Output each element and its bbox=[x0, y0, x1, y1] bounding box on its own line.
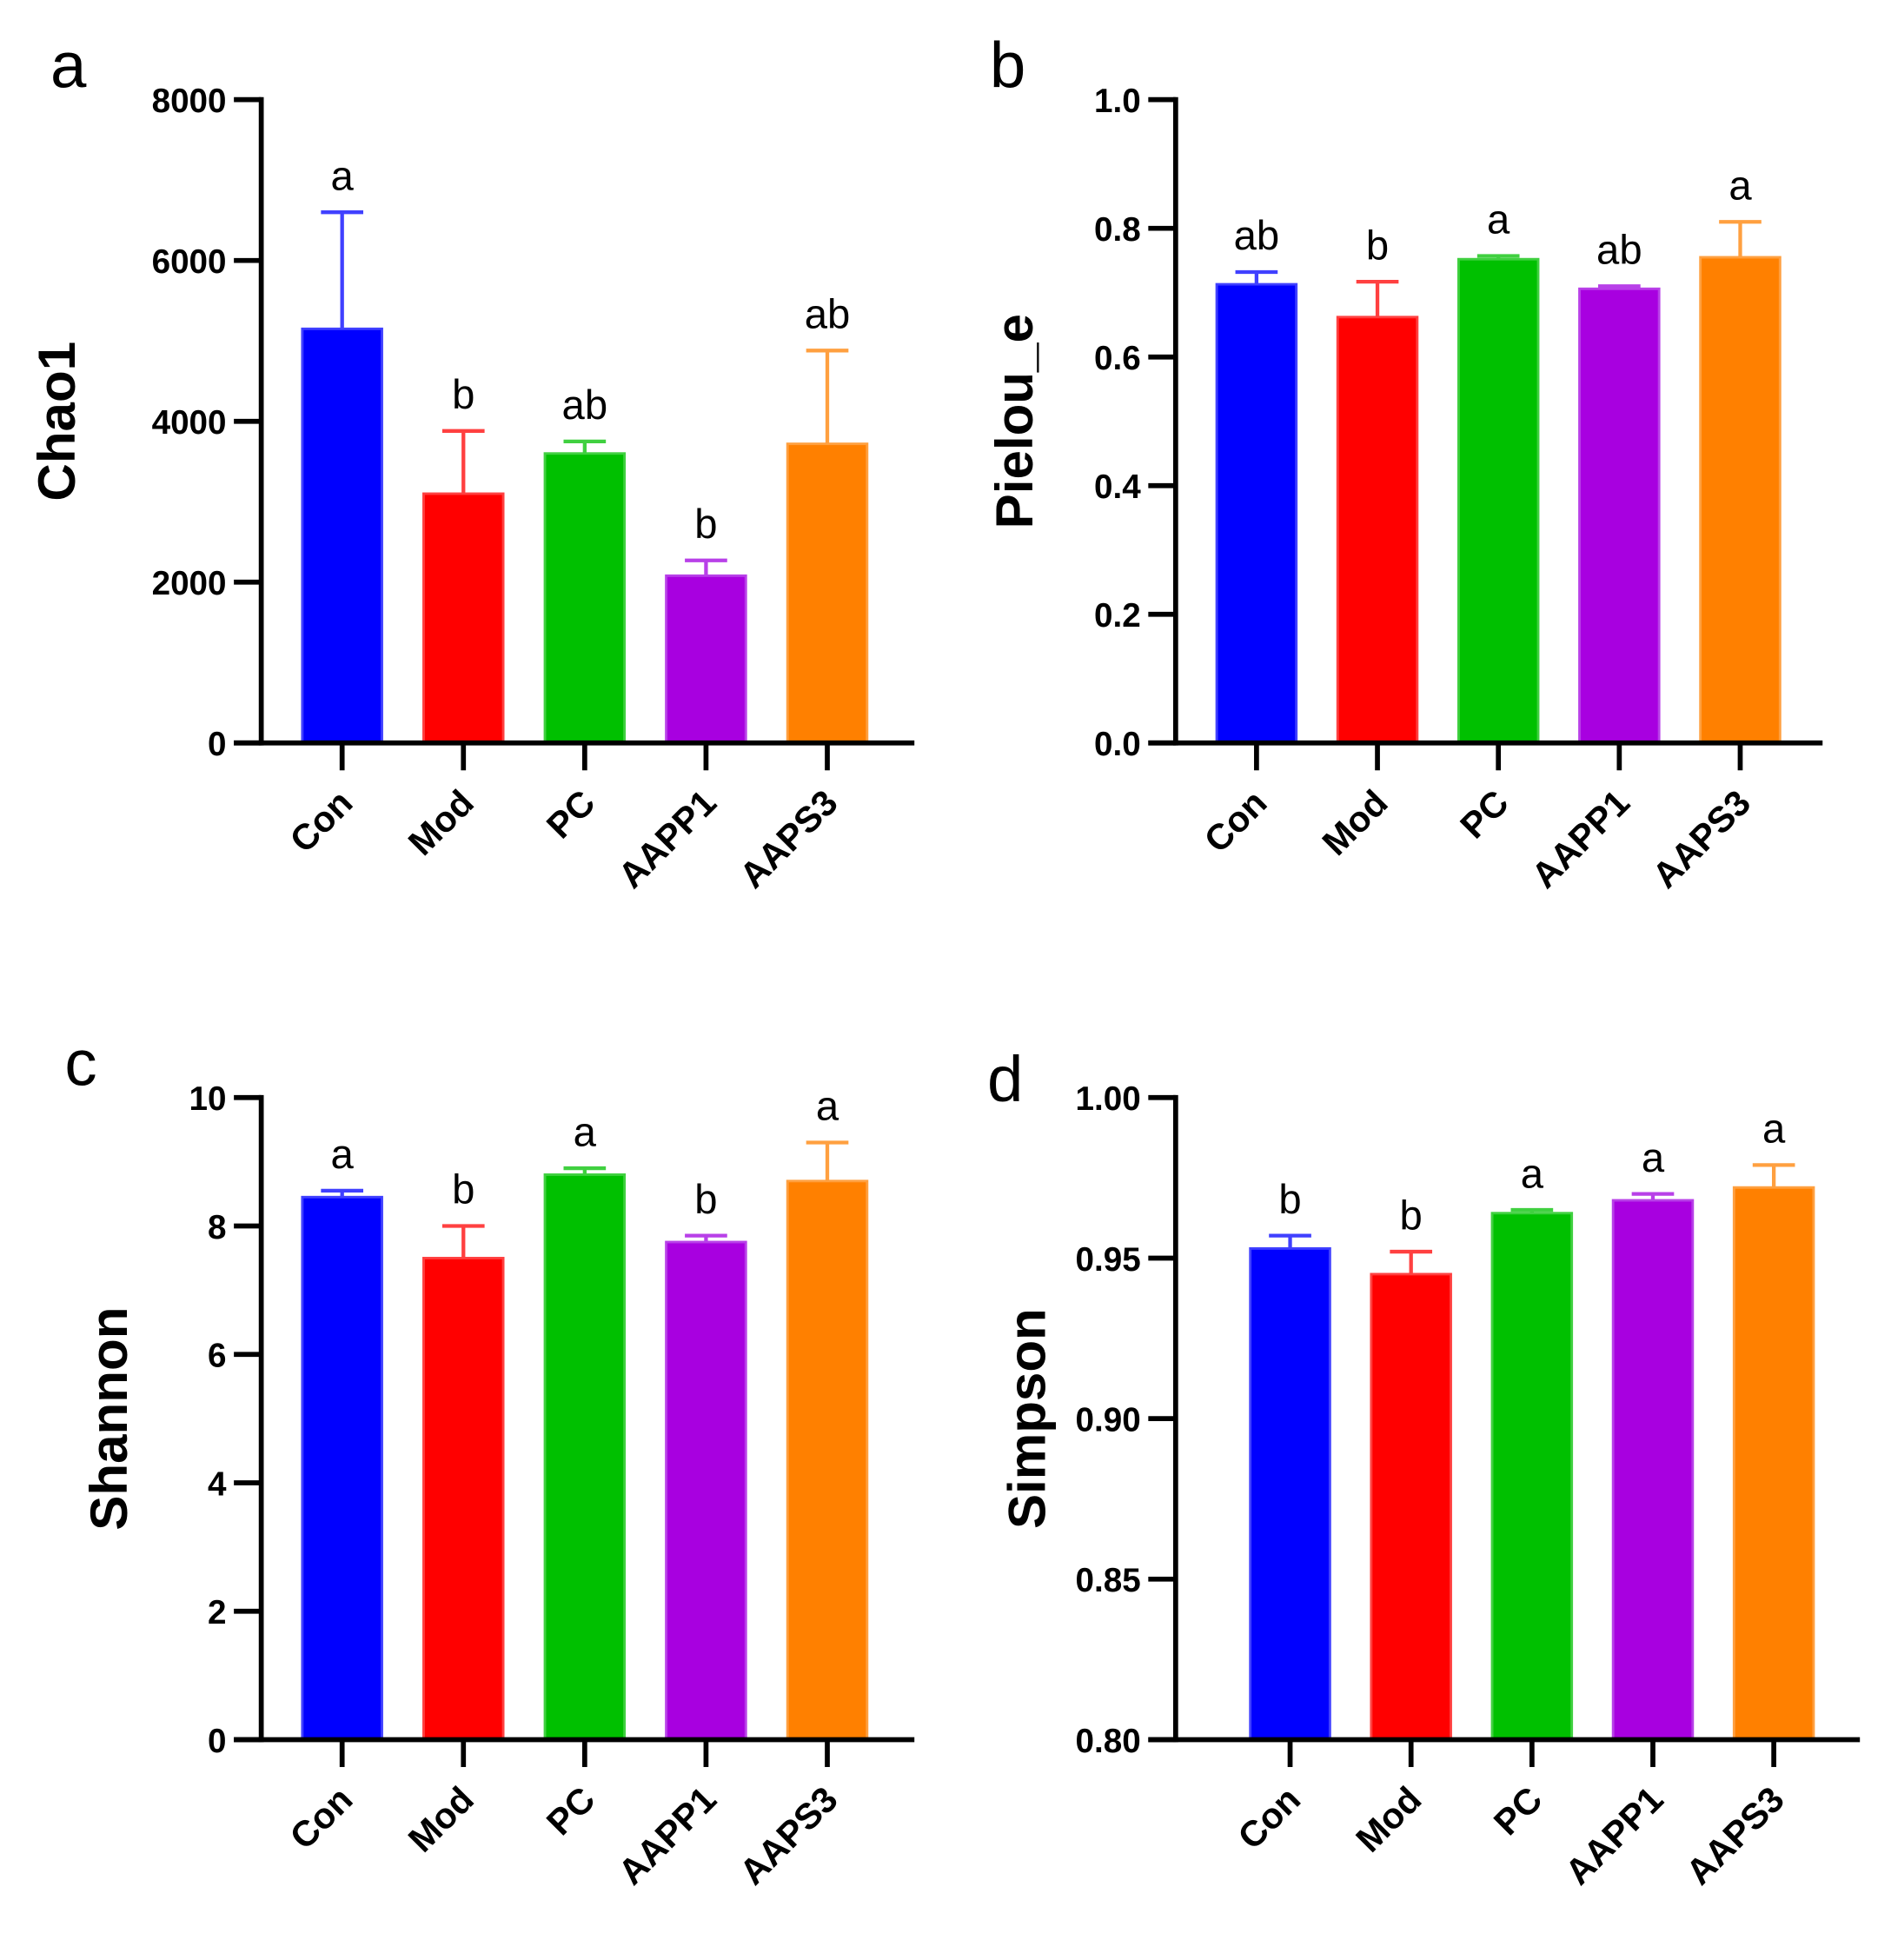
bar-PC bbox=[1456, 257, 1540, 745]
panel-label: b bbox=[990, 29, 1025, 101]
y-tick-label: 0.4 bbox=[1094, 468, 1141, 506]
y-tick-label: 0.0 bbox=[1094, 726, 1141, 763]
y-tick-label: 0.95 bbox=[1076, 1241, 1141, 1279]
significance-label: b bbox=[452, 1167, 474, 1213]
bar-Mod bbox=[1370, 1272, 1452, 1741]
x-tick-label: AAPS3 bbox=[732, 781, 846, 895]
x-tick-label: PC bbox=[1452, 781, 1516, 846]
significance-label: a bbox=[1487, 197, 1510, 243]
significance-label: ab bbox=[805, 292, 851, 338]
y-tick-label: 0 bbox=[208, 1723, 227, 1760]
y-tick-label: 1.00 bbox=[1076, 1080, 1141, 1118]
significance-label: a bbox=[574, 1109, 597, 1155]
x-tick-label: AAPS3 bbox=[1644, 781, 1758, 895]
y-tick-label: 2000 bbox=[152, 565, 227, 602]
significance-label: b bbox=[1400, 1193, 1423, 1239]
bar-AAPS3 bbox=[1732, 1186, 1815, 1741]
y-tick-label: 10 bbox=[189, 1080, 227, 1118]
x-tick-label: AAPS3 bbox=[1678, 1778, 1792, 1892]
significance-label: a bbox=[1762, 1106, 1786, 1153]
bar-AAPP1 bbox=[665, 574, 747, 745]
significance-label: a bbox=[1642, 1135, 1665, 1181]
y-tick-label: 0.90 bbox=[1076, 1401, 1141, 1438]
bar-AAPS3 bbox=[1699, 256, 1782, 745]
x-tick-label: Mod bbox=[400, 1778, 481, 1860]
significance-label: a bbox=[1728, 163, 1752, 209]
y-tick-label: 1.0 bbox=[1094, 83, 1141, 120]
y-tick-label: 2 bbox=[208, 1594, 227, 1631]
x-tick-label: Con bbox=[1230, 1778, 1308, 1857]
significance-label: b bbox=[694, 502, 717, 548]
y-tick-label: 0 bbox=[208, 726, 227, 763]
x-tick-label: AAPP1 bbox=[1557, 1778, 1671, 1892]
y-tick-label: 0.2 bbox=[1094, 597, 1141, 635]
bar-Con bbox=[1215, 282, 1298, 745]
bar-AAPP1 bbox=[1578, 287, 1661, 745]
x-tick-label: Con bbox=[282, 1778, 360, 1857]
bar-PC bbox=[1490, 1212, 1574, 1741]
y-tick-label: 8 bbox=[208, 1209, 227, 1246]
y-axis-title: Chao1 bbox=[28, 342, 86, 502]
significance-label: ab bbox=[1596, 228, 1642, 274]
x-tick-label: Mod bbox=[400, 781, 481, 863]
x-tick-label: AAPP1 bbox=[1523, 781, 1637, 895]
x-tick-label: AAPP1 bbox=[610, 1778, 724, 1892]
bar-PC bbox=[543, 1173, 627, 1741]
bar-Mod bbox=[422, 1257, 505, 1741]
bar-AAPS3 bbox=[786, 1179, 869, 1741]
significance-label: b bbox=[694, 1177, 717, 1223]
bar-AAPP1 bbox=[665, 1240, 747, 1741]
x-tick-label: PC bbox=[539, 1778, 603, 1843]
bar-PC bbox=[543, 452, 627, 745]
x-tick-label: PC bbox=[1486, 1778, 1550, 1843]
panel-c: c Shannon a Con b Mod a PC b AAPP1 a AAPS3 0 2 4 6 8 10 bbox=[64, 1027, 915, 1892]
bar-Con bbox=[301, 327, 383, 745]
y-tick-label: 0.85 bbox=[1076, 1562, 1141, 1599]
y-tick-label: 8000 bbox=[152, 83, 227, 120]
significance-label: b bbox=[452, 372, 474, 418]
significance-label: ab bbox=[1234, 213, 1280, 259]
significance-label: a bbox=[1521, 1151, 1544, 1197]
y-tick-label: 0.8 bbox=[1094, 211, 1141, 249]
bar-Mod bbox=[1336, 316, 1419, 745]
panel-label: a bbox=[50, 29, 87, 101]
panel-label: c bbox=[64, 1027, 96, 1099]
significance-label: a bbox=[331, 1132, 355, 1178]
y-tick-label: 4000 bbox=[152, 404, 227, 442]
x-tick-label: Mod bbox=[1314, 781, 1396, 863]
x-tick-label: AAPS3 bbox=[732, 1778, 846, 1892]
y-axis-title: Shannon bbox=[80, 1307, 138, 1531]
bar-Con bbox=[1249, 1246, 1331, 1741]
y-axis-title: Pielou_e bbox=[985, 314, 1044, 528]
bar-AAPP1 bbox=[1611, 1199, 1695, 1741]
y-tick-label: 6000 bbox=[152, 243, 227, 281]
y-axis-title: Simpson bbox=[999, 1308, 1057, 1529]
significance-label: a bbox=[331, 153, 355, 199]
x-tick-label: Con bbox=[282, 781, 360, 860]
y-tick-label: 0.6 bbox=[1094, 340, 1141, 377]
x-tick-label: PC bbox=[539, 781, 603, 846]
y-tick-label: 6 bbox=[208, 1338, 227, 1375]
bar-Con bbox=[301, 1195, 383, 1741]
significance-label: b bbox=[1278, 1177, 1301, 1223]
y-tick-label: 0.80 bbox=[1076, 1723, 1141, 1760]
y-tick-label: 4 bbox=[208, 1465, 227, 1503]
bar-AAPS3 bbox=[786, 442, 869, 745]
significance-label: b bbox=[1366, 223, 1389, 269]
panel-a: a Chao1 a Con b Mod ab PC b AAPP1 ab AAPS3 0 2000 4000… bbox=[28, 29, 915, 896]
significance-label: a bbox=[816, 1084, 839, 1130]
x-tick-label: Mod bbox=[1348, 1778, 1430, 1860]
x-tick-label: Con bbox=[1196, 781, 1274, 860]
significance-label: ab bbox=[562, 382, 608, 429]
panel-b: b Pielou_e ab Con b Mod a PC ab AAPP1 a AAPS3 0.0 0.2… bbox=[985, 29, 1823, 896]
panel-d: d Simpson b Con b Mod a PC a AAPP1 a AAPS3 0.80 0.85 0… bbox=[987, 1043, 1861, 1892]
panel-label: d bbox=[987, 1043, 1023, 1115]
bar-Mod bbox=[422, 492, 505, 745]
x-tick-label: AAPP1 bbox=[610, 781, 724, 895]
